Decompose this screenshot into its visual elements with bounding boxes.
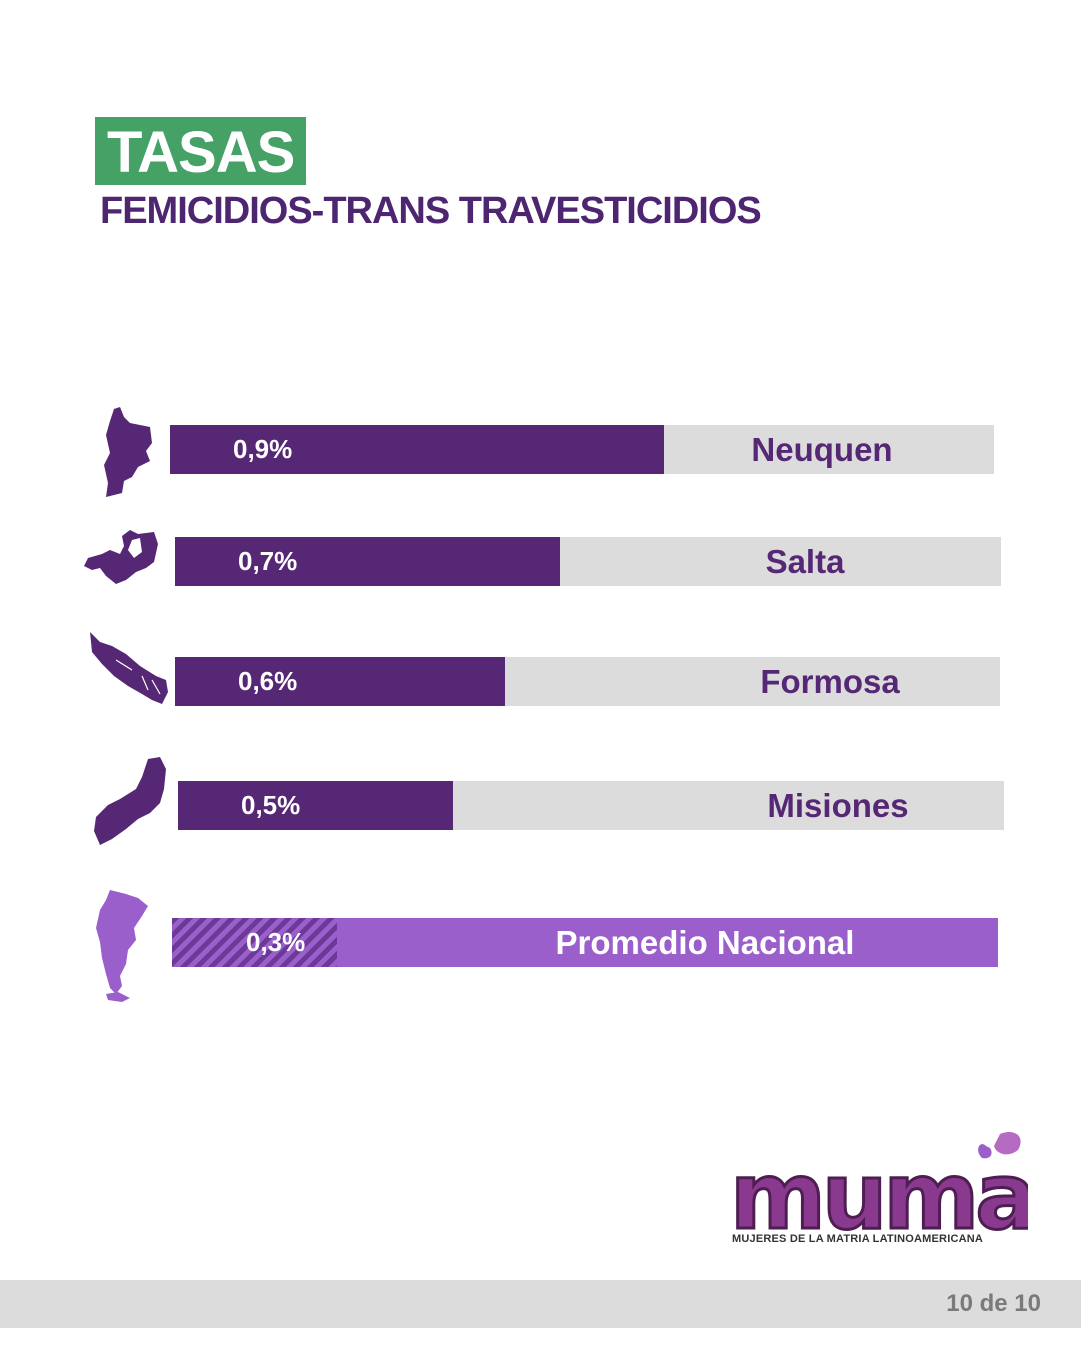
bar-fill (172, 918, 338, 967)
argentina-map-icon (96, 890, 148, 1002)
title-badge: TASAS (95, 117, 306, 185)
chart-subtitle: FEMICIDIOS-TRANS TRAVESTICIDIOS (100, 190, 762, 232)
bar-category-label: Formosa (760, 662, 900, 700)
bar-track-national: 0,3% Promedio Nacional (172, 918, 998, 967)
salta-map-icon (84, 530, 158, 584)
bar-fill (170, 425, 665, 474)
bar-value-label: 0,9% (233, 434, 293, 464)
bar-category-label: Promedio Nacional (555, 923, 855, 961)
misiones-map-icon (94, 757, 166, 845)
bar-value-label: 0,6% (238, 666, 298, 696)
bar-value-label: 0,7% (238, 546, 298, 576)
bar-track: 0,9% Neuquen (170, 425, 994, 474)
bar-category-label: Misiones (767, 786, 909, 824)
svg-text:mumalá: mumalá (730, 1143, 1028, 1248)
bar-fill (175, 537, 561, 586)
bar-category-label: Neuquen (751, 430, 893, 468)
bar-track: 0,6% Formosa (175, 657, 1000, 706)
bar-value-label: 0,3% (246, 927, 306, 957)
bar-fill (175, 657, 505, 706)
footer-bar: 10 de 10 (0, 1280, 1081, 1328)
mumala-logo: mumalá (729, 1131, 1028, 1248)
title-badge-text: TASAS (107, 120, 295, 185)
bar-category-label: Salta (765, 542, 845, 580)
bar-fill (178, 781, 454, 830)
page-number: 10 de 10 (946, 1290, 1041, 1317)
formosa-map-icon (90, 632, 168, 704)
neuquen-map-icon (104, 407, 152, 497)
bar-track: 0,7% Salta (175, 537, 1001, 586)
logo-tagline: MUJERES DE LA MATRIA LATINOAMERICANA (732, 1233, 984, 1245)
bar-track: 0,5% Misiones (178, 781, 1004, 830)
bar-value-label: 0,5% (241, 790, 301, 820)
